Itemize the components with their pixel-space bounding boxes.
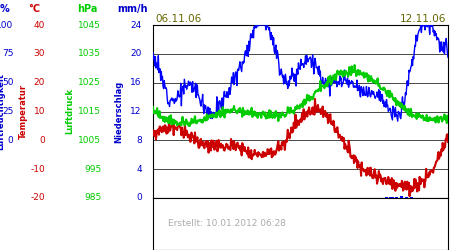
Bar bbox=[410, 197, 413, 198]
Text: °C: °C bbox=[28, 4, 40, 14]
Text: 995: 995 bbox=[84, 165, 101, 174]
Text: 1015: 1015 bbox=[78, 107, 101, 116]
Text: 20: 20 bbox=[34, 78, 45, 87]
Text: mm/h: mm/h bbox=[117, 4, 148, 14]
Text: %: % bbox=[0, 4, 9, 14]
Text: 40: 40 bbox=[34, 20, 45, 30]
Bar bbox=[405, 197, 408, 198]
Text: 985: 985 bbox=[84, 194, 101, 202]
Text: Niederschlag: Niederschlag bbox=[115, 80, 124, 142]
Text: 1045: 1045 bbox=[78, 20, 101, 30]
Text: 30: 30 bbox=[33, 49, 45, 58]
Text: -10: -10 bbox=[30, 165, 45, 174]
Text: 06.11.06: 06.11.06 bbox=[155, 14, 202, 24]
Text: Erstellt: 10.01.2012 06:28: Erstellt: 10.01.2012 06:28 bbox=[168, 220, 286, 228]
Text: 1035: 1035 bbox=[78, 49, 101, 58]
Text: Luftfeuchtigkeit: Luftfeuchtigkeit bbox=[0, 73, 5, 150]
Text: 50: 50 bbox=[2, 78, 14, 87]
Text: 75: 75 bbox=[2, 49, 14, 58]
Text: 1005: 1005 bbox=[78, 136, 101, 145]
Bar bbox=[388, 196, 392, 198]
Text: Luftdruck: Luftdruck bbox=[65, 88, 74, 134]
Text: 20: 20 bbox=[130, 49, 142, 58]
Text: 24: 24 bbox=[130, 20, 142, 30]
Bar bbox=[385, 197, 388, 198]
Text: Temperatur: Temperatur bbox=[19, 84, 28, 139]
Bar bbox=[400, 196, 403, 198]
Text: hPa: hPa bbox=[77, 4, 98, 14]
Text: 100: 100 bbox=[0, 20, 14, 30]
Text: 25: 25 bbox=[2, 107, 13, 116]
Text: 1025: 1025 bbox=[78, 78, 101, 87]
Text: 12: 12 bbox=[130, 107, 142, 116]
Text: 10: 10 bbox=[33, 107, 45, 116]
Text: 0: 0 bbox=[39, 136, 45, 145]
Text: 16: 16 bbox=[130, 78, 142, 87]
Text: 0: 0 bbox=[136, 194, 142, 202]
Text: 0: 0 bbox=[8, 136, 14, 145]
Text: 12.11.06: 12.11.06 bbox=[400, 14, 446, 24]
Text: -20: -20 bbox=[31, 194, 45, 202]
Bar bbox=[395, 197, 398, 198]
Text: 8: 8 bbox=[136, 136, 142, 145]
Text: 4: 4 bbox=[136, 165, 142, 174]
